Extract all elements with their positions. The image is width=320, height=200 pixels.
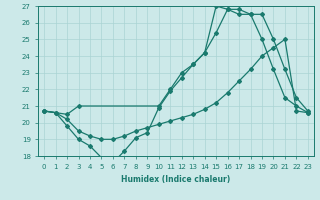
X-axis label: Humidex (Indice chaleur): Humidex (Indice chaleur) xyxy=(121,175,231,184)
